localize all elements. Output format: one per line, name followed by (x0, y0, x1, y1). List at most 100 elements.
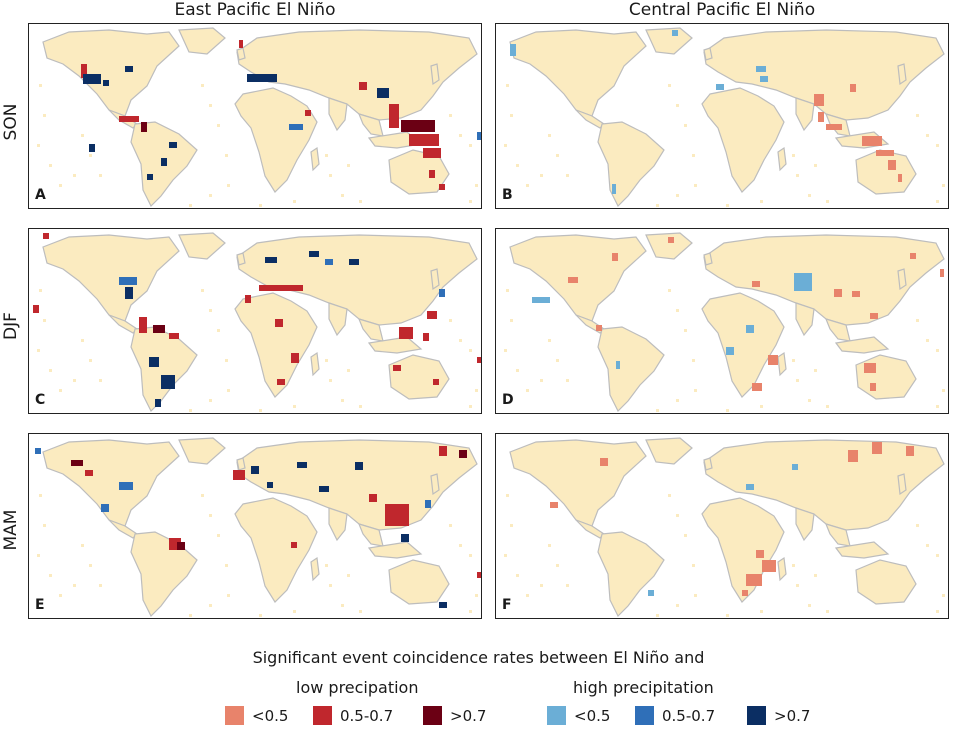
high-precipitation-cell (425, 500, 431, 508)
australia-landmass (388, 354, 450, 400)
southeast-asia-landmass (357, 318, 384, 342)
africa-landmass (701, 497, 785, 603)
north-america-landmass (42, 439, 180, 527)
low-precipitation-cell (872, 442, 882, 454)
land-grid-cell (189, 409, 192, 412)
low-precipitation-cell (177, 542, 185, 550)
low-precipitation-cell (433, 379, 439, 385)
land-grid-cell (189, 614, 192, 617)
indonesia-landmass (834, 541, 890, 559)
low-precipitation-cell (612, 253, 618, 261)
low-precipitation-cell (369, 494, 377, 502)
low-precipitation-cell (862, 136, 882, 146)
land-grid-cell (325, 359, 328, 362)
land-grid-cell (459, 544, 462, 547)
high-precipitation-cell (83, 74, 101, 84)
land-grid-cell (39, 494, 42, 497)
india-landmass (328, 507, 348, 542)
legend-item-label: >0.7 (774, 706, 811, 725)
low-precipitation-cell (33, 305, 39, 313)
land-grid-cell (225, 564, 228, 567)
greenland-landmass (645, 27, 693, 55)
land-grid-cell (526, 184, 529, 187)
high-precipitation-cell (147, 174, 153, 180)
legend-swatch (313, 706, 332, 725)
land-grid-cell (49, 574, 52, 577)
africa-landmass (234, 497, 318, 603)
land-grid-cell (668, 494, 671, 497)
land-grid-cell (449, 524, 452, 527)
land-grid-cell (526, 389, 529, 392)
land-grid-cell (475, 594, 478, 597)
low-precipitation-cell (139, 317, 147, 333)
low-precipitation-cell (439, 446, 447, 456)
uk-landmass (236, 252, 246, 266)
legend-item-low-2: 0.5-0.7 (313, 706, 393, 725)
panel-letter-c: C (35, 392, 46, 408)
land-grid-cell (684, 124, 687, 127)
low-precipitation-cell (742, 590, 748, 596)
greenland-landmass (645, 232, 693, 260)
land-grid-cell (808, 604, 811, 607)
land-grid-cell (926, 339, 929, 342)
high-precipitation-cell (672, 30, 678, 36)
legend-low-label: low precipation (296, 678, 419, 697)
southeast-asia-landmass (824, 318, 851, 342)
legend-swatch (225, 706, 244, 725)
low-precipitation-cell (906, 446, 914, 456)
south-america-landmass (597, 121, 665, 208)
land-grid-cell (39, 289, 42, 292)
land-grid-cell (676, 309, 679, 312)
land-grid-cell (506, 84, 509, 87)
low-precipitation-cell (141, 122, 147, 132)
land-grid-cell (656, 614, 659, 617)
low-precipitation-cell (393, 365, 401, 371)
low-precipitation-cell (596, 325, 602, 331)
high-precipitation-cell (125, 66, 133, 72)
uk-landmass (236, 457, 246, 471)
low-precipitation-cell (600, 458, 608, 466)
low-precipitation-cell (401, 120, 435, 132)
land-grid-cell (516, 574, 519, 577)
world-map-djf-central (504, 232, 945, 413)
land-grid-cell (796, 174, 799, 177)
africa-landmass (701, 292, 785, 398)
indonesia-landmass (834, 336, 890, 354)
map-panel-f: F (495, 433, 949, 619)
world-map-mam-east (35, 437, 481, 618)
land-grid-cell (916, 114, 919, 117)
legend-item-label: <0.5 (574, 706, 611, 725)
low-precipitation-cell (81, 64, 87, 78)
land-grid-cell (81, 339, 84, 342)
land-grid-cell (916, 524, 919, 527)
low-precipitation-cell (233, 470, 245, 480)
land-grid-cell (726, 614, 729, 617)
land-grid-cell (209, 194, 212, 197)
land-grid-cell (469, 405, 472, 408)
land-grid-cell (942, 389, 945, 392)
low-precipitation-cell (940, 269, 944, 277)
legend-item-low-3: >0.7 (423, 706, 486, 725)
panel-letter-b: B (502, 187, 513, 203)
low-precipitation-cell (834, 289, 842, 297)
high-precipitation-cell (401, 534, 409, 542)
land-grid-cell (504, 144, 507, 147)
land-grid-cell (516, 369, 519, 372)
land-grid-cell (676, 604, 679, 607)
land-grid-cell (692, 564, 695, 567)
land-grid-cell (469, 144, 472, 147)
land-grid-cell (99, 174, 102, 177)
map-panel-e: E (28, 433, 482, 619)
land-grid-cell (325, 564, 328, 567)
land-grid-cell (347, 164, 350, 167)
land-grid-cell (209, 104, 212, 107)
low-precipitation-cell (568, 277, 578, 283)
japan-landmass (897, 473, 907, 496)
land-grid-cell (510, 114, 513, 117)
high-precipitation-cell (267, 482, 273, 488)
map-panel-d: D (495, 228, 949, 414)
land-grid-cell (556, 564, 559, 567)
land-grid-cell (217, 534, 220, 537)
low-precipitation-cell (429, 170, 435, 178)
land-grid-cell (475, 184, 478, 187)
